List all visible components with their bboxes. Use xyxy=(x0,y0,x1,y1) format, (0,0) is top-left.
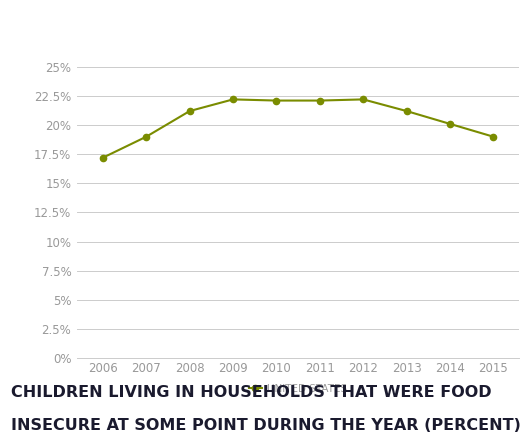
Legend: UNITED STATES: UNITED STATES xyxy=(245,380,351,398)
Text: INSECURE AT SOME POINT DURING THE YEAR (PERCENT): INSECURE AT SOME POINT DURING THE YEAR (… xyxy=(11,418,520,433)
Text: CHILDREN LIVING IN HOUSEHOLDS THAT WERE FOOD: CHILDREN LIVING IN HOUSEHOLDS THAT WERE … xyxy=(11,385,491,400)
